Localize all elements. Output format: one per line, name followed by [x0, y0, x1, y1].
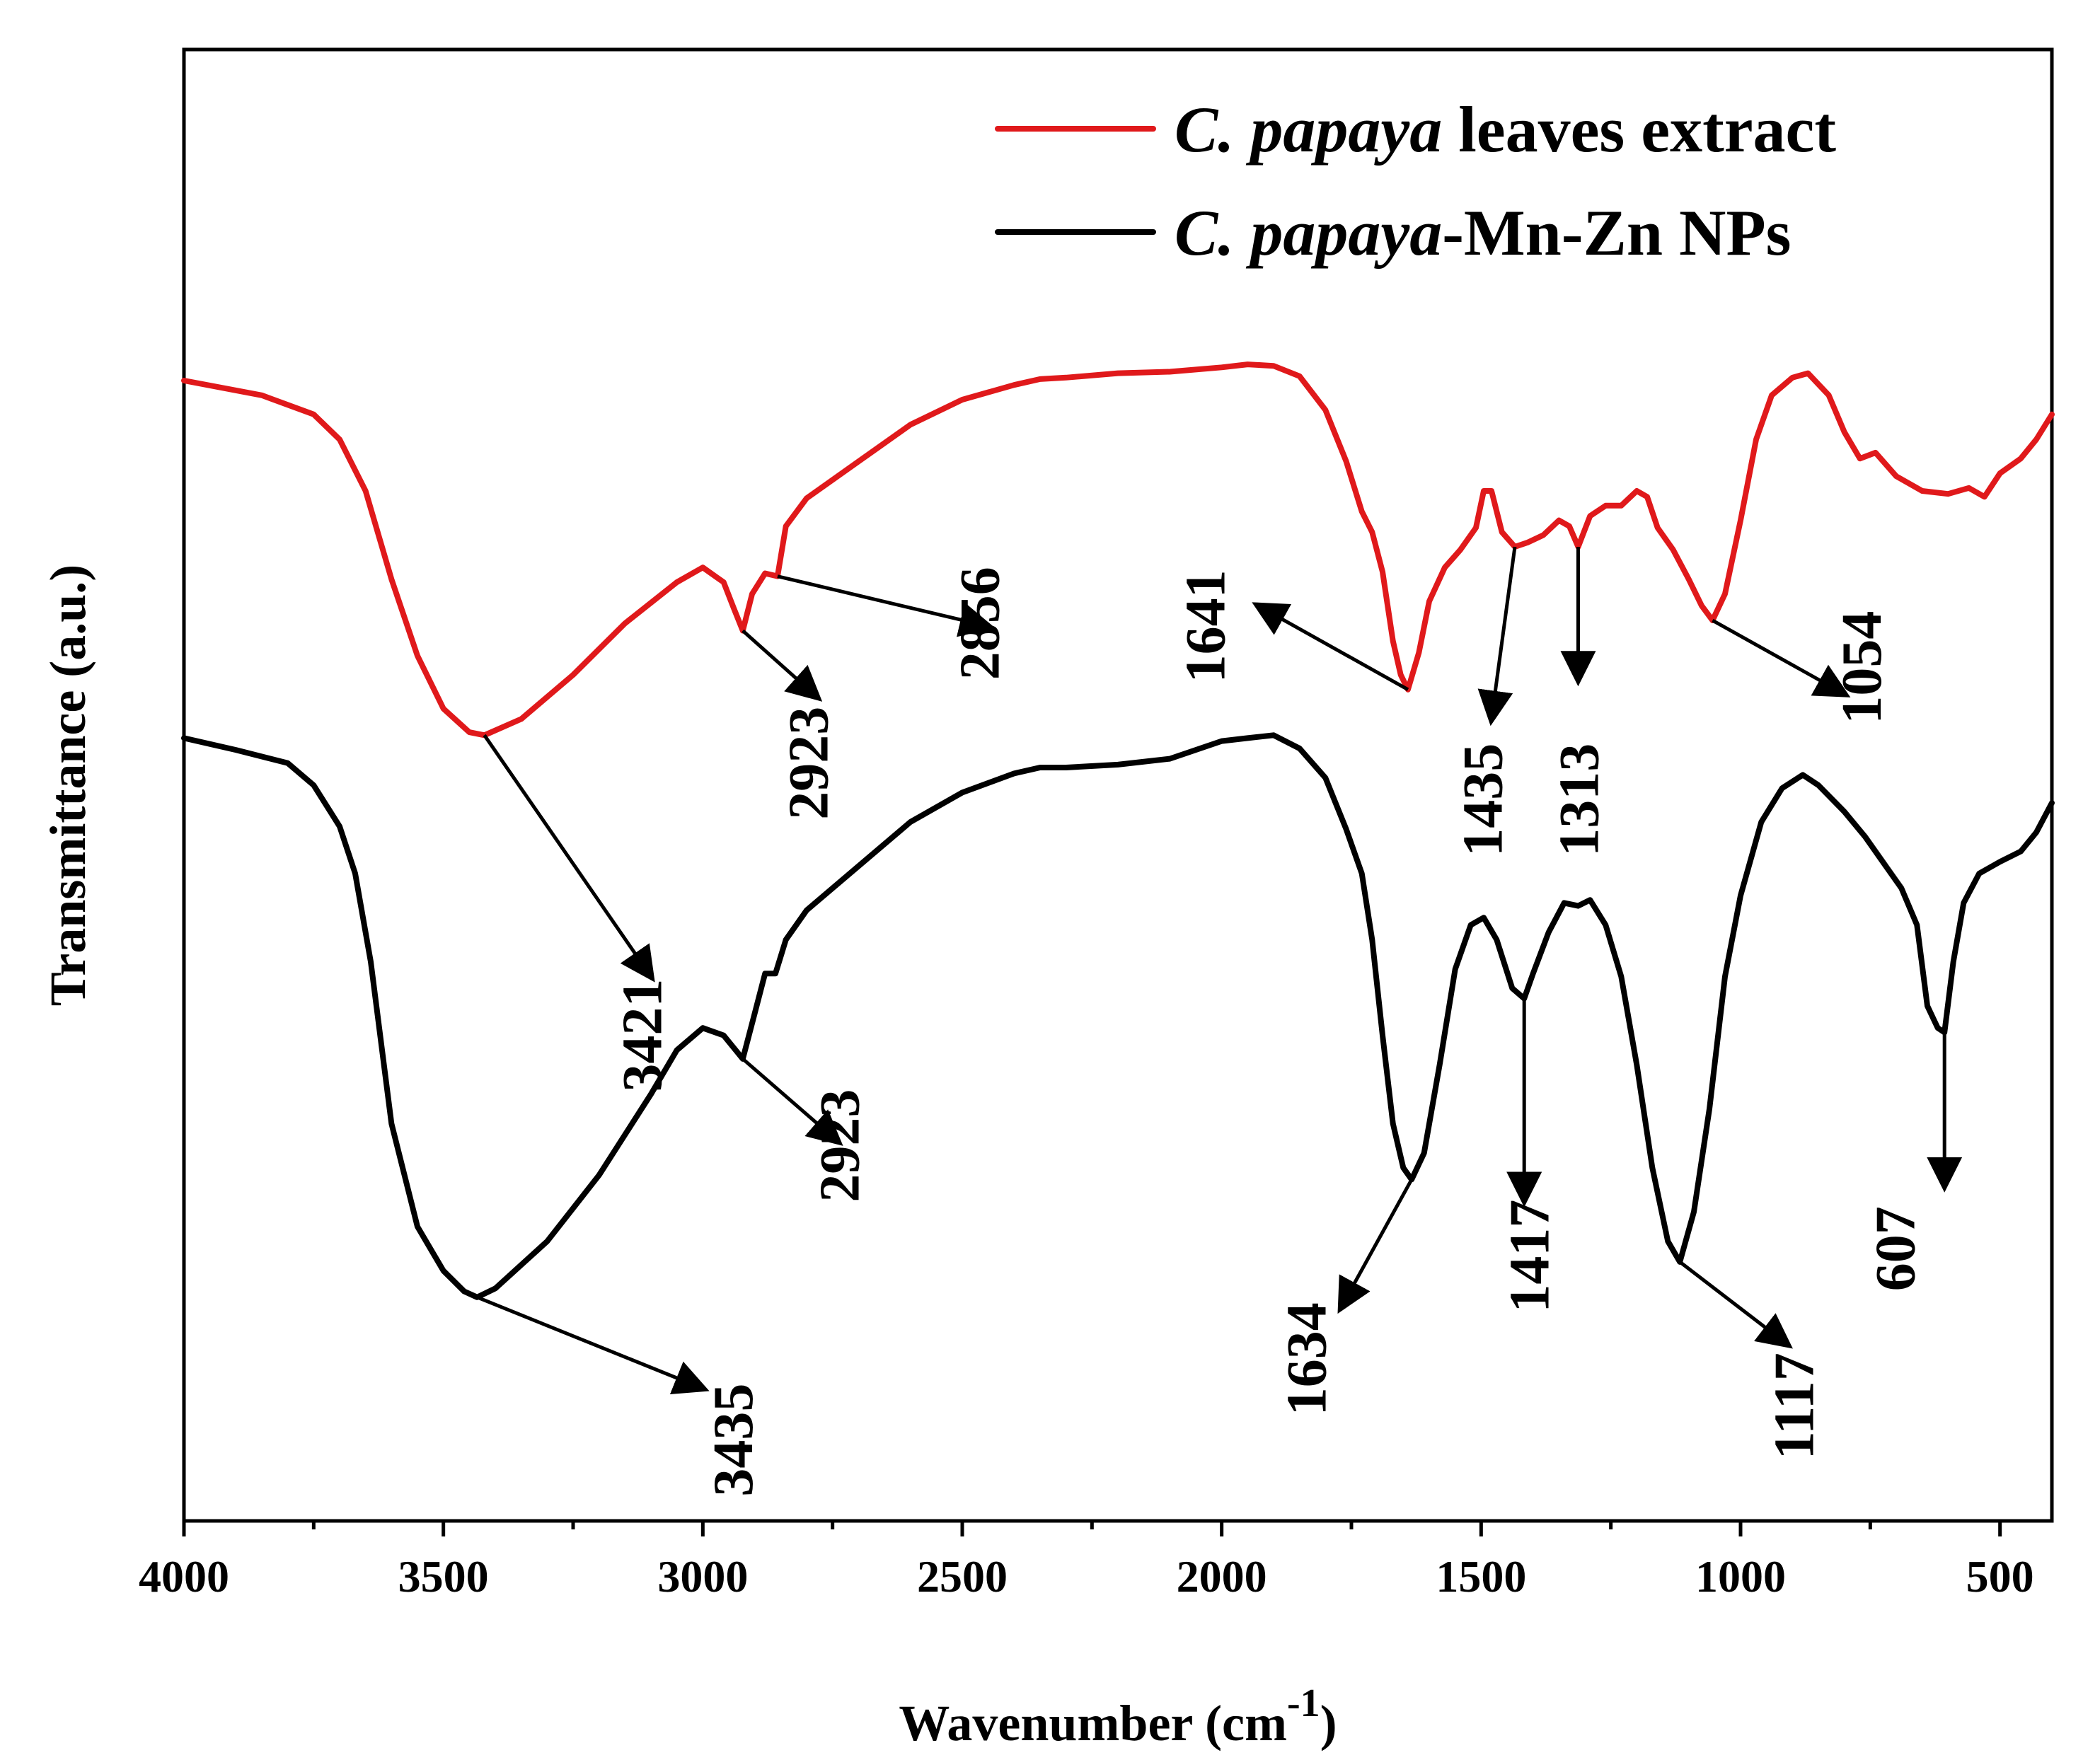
plot-frame	[182, 47, 2054, 1523]
y-axis-label: Transmittance (a.u.)	[40, 565, 96, 1007]
peak-arrow-1	[742, 629, 823, 702]
x-tick-label-4: 2000	[1177, 1551, 1267, 1602]
x-tick-label-7: 500	[1966, 1551, 2034, 1602]
peak-label-10: 1417	[1499, 1200, 1562, 1313]
peak-label-9: 1634	[1276, 1302, 1338, 1415]
series-layer	[181, 361, 2055, 1300]
peak-label-2: 2856	[949, 567, 1011, 680]
x-tick-label-0: 4000	[139, 1551, 229, 1602]
peak-label-12: 607	[1865, 1206, 1927, 1291]
peak-arrow-7	[476, 1295, 710, 1394]
peak-label-8: 2923	[809, 1089, 871, 1203]
peak-arrow-6	[1712, 618, 1851, 697]
peak-label-11: 1117	[1764, 1353, 1826, 1459]
x-tick-label-5: 1500	[1436, 1551, 1526, 1602]
peak-label-1: 2923	[778, 707, 840, 820]
peak-label-5: 1313	[1548, 743, 1610, 857]
legend: C. papaya leaves extract C. papaya-Mn-Zn…	[995, 93, 1836, 269]
peak-label-3: 1641	[1175, 569, 1237, 683]
peak-arrow-2	[777, 574, 996, 637]
peak-arrow-11	[1678, 1260, 1793, 1349]
x-axis-ticks: 4000 3500 3000 2500 2000 1500 1000 500	[139, 1521, 2034, 1602]
series-line-1	[181, 732, 2055, 1300]
x-tick-label-6: 1000	[1695, 1551, 1786, 1602]
legend-label-leaves-extract: C. papaya leaves extract	[1175, 93, 1836, 166]
peak-label-6: 1054	[1831, 611, 1893, 724]
x-axis-label: Wavenumber (cm-1)	[899, 1681, 1337, 1752]
peak-label-0: 3421	[612, 979, 674, 1092]
legend-label-mn-zn-nps: C. papaya-Mn-Zn NPs	[1175, 197, 1791, 269]
x-tick-label-1: 3500	[398, 1551, 489, 1602]
x-tick-label-3: 2500	[917, 1551, 1008, 1602]
peak-arrow-8	[742, 1057, 843, 1146]
peak-label-7: 3435	[703, 1384, 765, 1497]
peak-annotations: 3421 2923 2856 1641 1435 1313 1054 3435 2923 1634…	[476, 546, 1963, 1497]
peak-arrow-0	[483, 734, 655, 983]
peak-arrow-4	[1477, 546, 1517, 726]
peak-arrow-3	[1252, 602, 1409, 691]
series-line-0	[181, 361, 2055, 739]
peak-label-4: 1435	[1453, 743, 1515, 857]
x-tick-label-2: 3000	[657, 1551, 748, 1602]
peak-arrow-9	[1337, 1179, 1414, 1314]
